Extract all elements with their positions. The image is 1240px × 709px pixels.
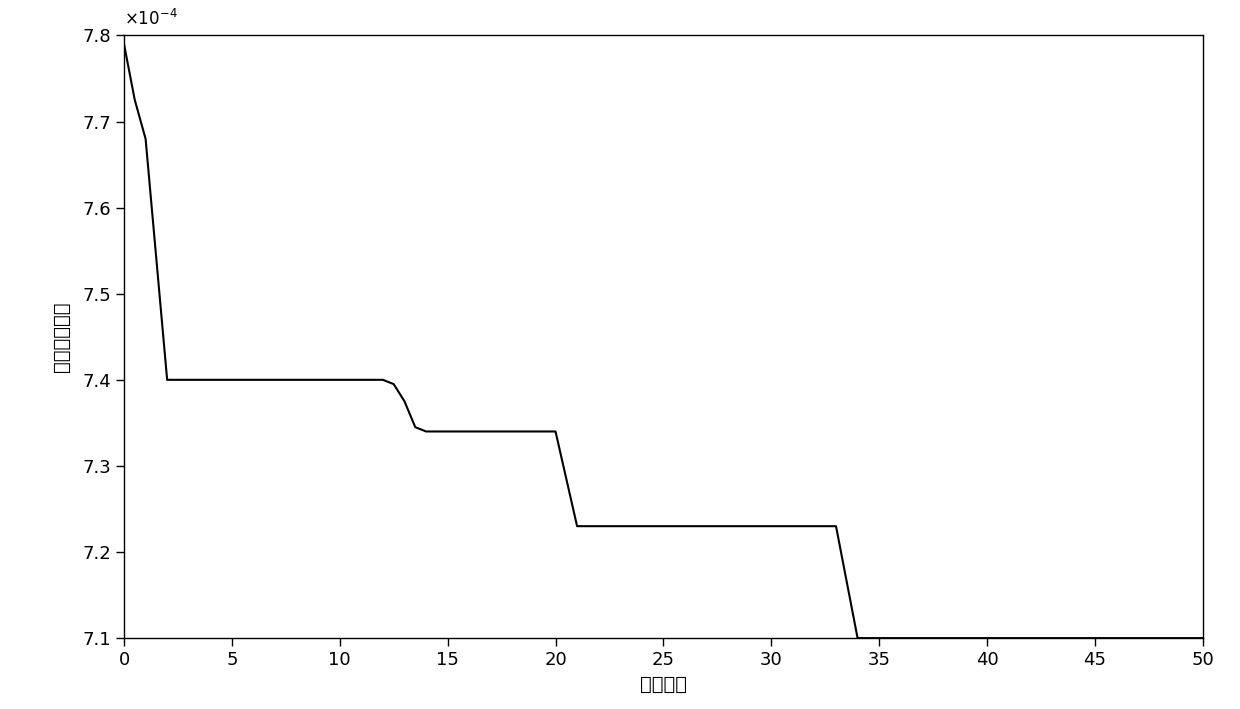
Text: $\times10^{-4}$: $\times10^{-4}$: [124, 9, 177, 29]
X-axis label: 迭代次数: 迭代次数: [640, 675, 687, 694]
Y-axis label: 适应度函数値: 适应度函数値: [52, 301, 71, 372]
